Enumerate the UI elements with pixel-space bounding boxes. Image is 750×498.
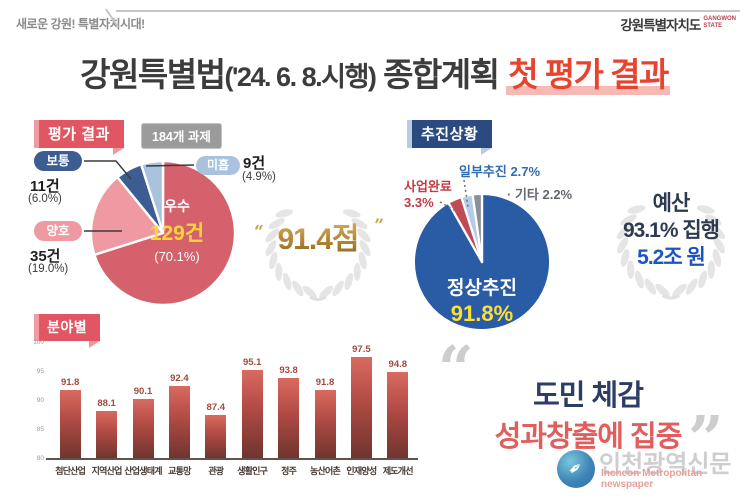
budget-amount: 5.2조 원 bbox=[637, 245, 706, 269]
total-tasks-badge: 184개 과제 bbox=[141, 123, 222, 149]
bar-첨단산업 bbox=[59, 389, 81, 458]
budget-text: 예산 93.1% 집행 5.2조 원 bbox=[597, 191, 745, 272]
bar-category-label: 지역산업 bbox=[91, 466, 123, 476]
pie-slice-미흡 bbox=[139, 159, 165, 235]
title-part2: 종합계획 bbox=[375, 56, 507, 93]
evaluation-score: 91.4점 bbox=[246, 214, 390, 258]
evaluation-pie-chart bbox=[89, 159, 237, 307]
bar-value-label: 91.8 bbox=[315, 376, 335, 388]
watermark-english-text: Incheon Metropolitan newspaper bbox=[601, 468, 703, 490]
poor-pill: 미흡 bbox=[196, 156, 240, 175]
complete-label: 사업완료 3.3% bbox=[404, 179, 452, 210]
title-paren: ('24. 6. 8.시행) bbox=[224, 62, 376, 92]
excellent-pct: (70.1%) bbox=[154, 249, 200, 264]
bar-value-label: 94.8 bbox=[388, 359, 408, 371]
excellent-slice-label: 우수 129건 (70.1%) bbox=[138, 196, 216, 264]
progress-pie-wrap: 정상추진 91.8% bbox=[411, 191, 553, 333]
newspaper-logo-icon: ✒ bbox=[557, 450, 595, 488]
watermark-korean-text: 인천광역신문 bbox=[599, 451, 732, 478]
bar-인재양성 bbox=[350, 356, 372, 458]
bar-category-label: 농산어촌 bbox=[310, 466, 341, 476]
bar-교통망 bbox=[168, 386, 190, 458]
good-pct: (19.0%) bbox=[28, 263, 69, 275]
newspaper-watermark: ✒ 인천광역신문 Incheon Metropolitan newspaper bbox=[553, 444, 748, 494]
bar-value-label: 87.4 bbox=[206, 402, 226, 414]
title-highlight: 첫 평가 결과 bbox=[506, 56, 670, 95]
quote-line1: 도민 체감 bbox=[533, 380, 644, 412]
bar-category-label: 첨단산업 bbox=[55, 466, 86, 476]
bar-category-label: 교통망 bbox=[168, 466, 191, 476]
normal-progress-name: 정상추진 bbox=[447, 278, 517, 299]
gangwon-state-logo: 강원특별자치도 GANGWON STATE bbox=[620, 14, 736, 34]
y-tick-label: 95 bbox=[36, 368, 44, 375]
sector-section-badge: 분야별 bbox=[34, 314, 101, 348]
bar-지역산업 bbox=[96, 411, 118, 458]
open-quote-mark: “ bbox=[438, 332, 474, 405]
progress-section-badge: 추진상황 bbox=[407, 120, 493, 155]
logo-korean-text: 강원특별자치도 bbox=[620, 18, 701, 33]
evaluation-section-badge: 평가 결과 bbox=[34, 120, 124, 155]
logo-english-text: GANGWON STATE bbox=[703, 16, 736, 29]
slogan-text: 새로운 강원! 특별자치시대! bbox=[16, 17, 145, 31]
y-tick-label: 100 bbox=[33, 339, 44, 346]
score-wreath-block: “ 91.4점 ” bbox=[246, 188, 390, 302]
good-count: 35건 bbox=[30, 248, 61, 265]
header-horizontal-line bbox=[116, 10, 740, 12]
page-title: 강원특별법('24. 6. 8.시행) 종합계획 첫 평가 결과 bbox=[0, 48, 750, 96]
laurel-wreath-icon bbox=[616, 205, 726, 300]
sector-bar-chart: 100 95 90 85 80 91.8 첨단산업 88.1 지역산업 90.1 산업생태계 92.4… bbox=[28, 338, 420, 480]
y-tick-label: 85 bbox=[36, 426, 44, 433]
gold-open-quote: “ bbox=[254, 222, 264, 242]
quote-line2: 성과창출에 집중 bbox=[494, 421, 683, 453]
bar-관광 bbox=[205, 415, 227, 458]
y-tick-label: 80 bbox=[36, 455, 44, 462]
pie-slice-기타 bbox=[471, 192, 484, 264]
bar-농산어촌 bbox=[314, 389, 336, 458]
bar-제도개선 bbox=[387, 372, 409, 458]
budget-line2: 93.1% 집행 bbox=[622, 218, 720, 242]
bar-value-label: 88.1 bbox=[97, 398, 116, 410]
bar-value-label: 97.5 bbox=[352, 343, 371, 355]
bar-value-label: 92.4 bbox=[170, 373, 189, 385]
y-tick-label: 90 bbox=[36, 397, 44, 404]
bar-산업생태계 bbox=[132, 399, 154, 458]
bar-value-label: 95.1 bbox=[242, 357, 262, 369]
bar-category-label: 관광 bbox=[208, 466, 224, 476]
bar-category-label: 산업생태계 bbox=[124, 466, 162, 476]
average-pct: (6.0%) bbox=[28, 193, 62, 205]
laurel-wreath-icon bbox=[265, 209, 371, 301]
average-pill: 보통 bbox=[34, 151, 82, 171]
partial-label: 일부추진 2.7% bbox=[459, 164, 541, 179]
bar-category-label: 인재양성 bbox=[346, 466, 377, 476]
excellent-count: 129건 bbox=[149, 222, 205, 245]
good-pill: 양호 bbox=[34, 221, 82, 241]
bar-category-label: 제도개선 bbox=[382, 466, 414, 476]
close-quote-mark: ” bbox=[688, 402, 724, 475]
normal-progress-pct: 91.8% bbox=[450, 301, 514, 326]
budget-wreath-block: 예산 93.1% 집행 5.2조 원 bbox=[597, 183, 745, 301]
evaluation-pie-wrap: 우수 129건 (70.1%) bbox=[88, 158, 238, 308]
bar-생활인구 bbox=[241, 370, 263, 458]
poor-count: 9건 bbox=[243, 155, 266, 172]
bar-value-label: 93.8 bbox=[279, 364, 298, 376]
pie-slice-양호 bbox=[89, 176, 165, 257]
excellent-name: 우수 bbox=[164, 198, 190, 214]
bar-value-label: 91.8 bbox=[60, 376, 80, 388]
bar-정주 bbox=[278, 377, 300, 458]
budget-line1: 예산 bbox=[652, 192, 691, 215]
normal-progress-label: 정상추진 91.8% bbox=[411, 273, 553, 327]
bar-category-label: 정주 bbox=[281, 466, 297, 476]
pen-nib-icon: ✒ bbox=[564, 456, 588, 481]
gold-close-quote: ” bbox=[374, 216, 384, 236]
bar-category-label: 생활인구 bbox=[237, 466, 268, 476]
average-count: 11건 bbox=[30, 178, 60, 195]
title-part1: 강원특별법 bbox=[80, 56, 226, 93]
etc-label: · 기타 2.2% bbox=[507, 187, 573, 202]
x-axis-line bbox=[46, 458, 418, 460]
poor-pct: (4.9%) bbox=[242, 171, 276, 183]
bar-value-label: 90.1 bbox=[133, 386, 153, 398]
